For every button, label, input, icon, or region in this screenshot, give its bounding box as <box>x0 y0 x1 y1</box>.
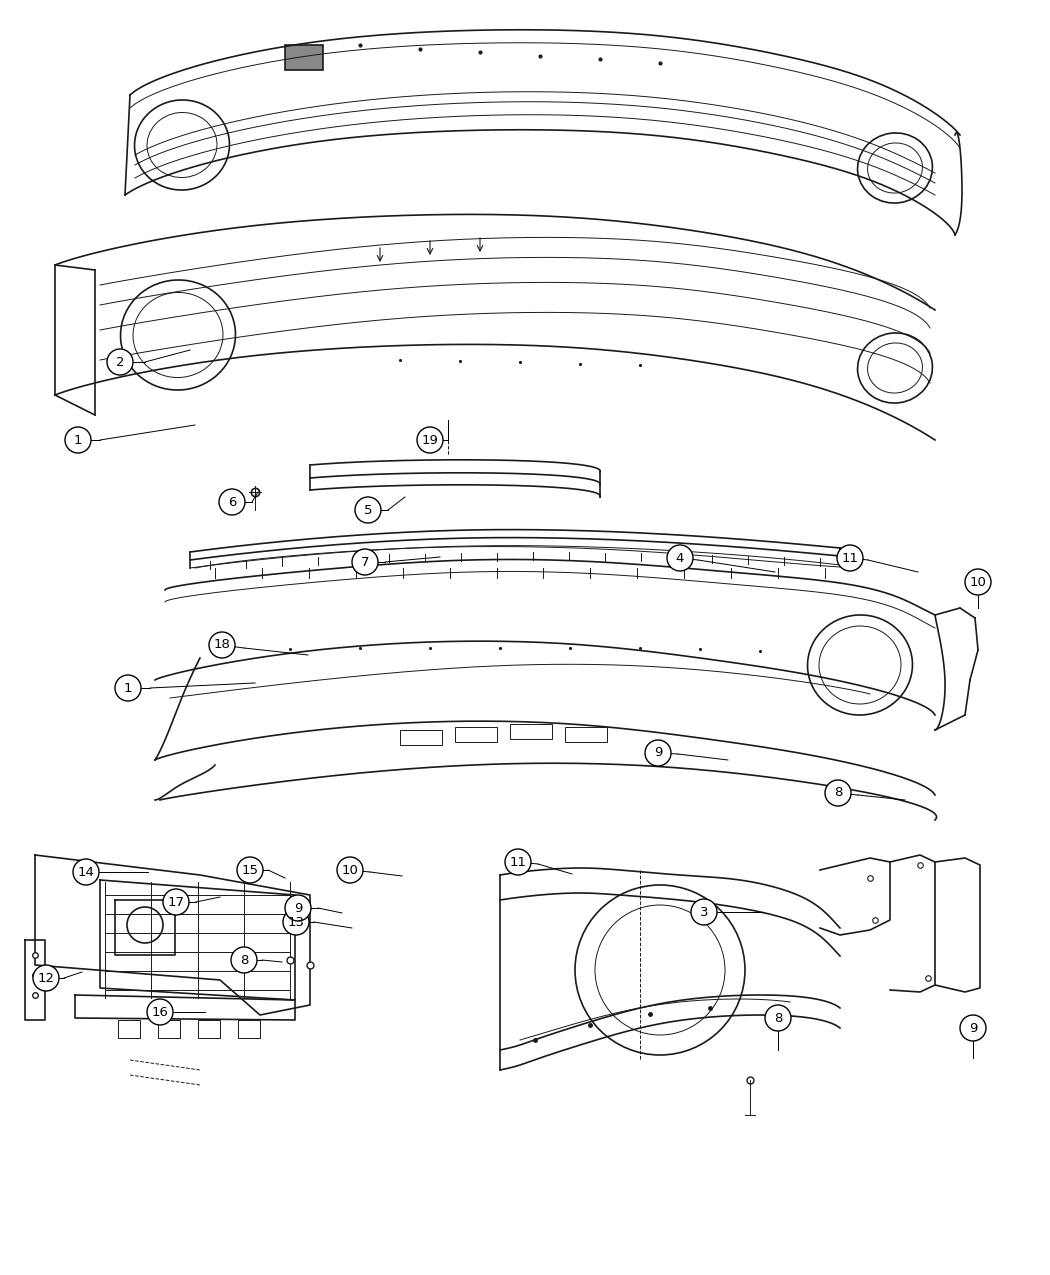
Text: 10: 10 <box>341 863 358 876</box>
Text: 8: 8 <box>239 954 248 966</box>
Circle shape <box>960 1015 986 1040</box>
Circle shape <box>965 569 991 595</box>
Text: 6: 6 <box>228 496 236 509</box>
Circle shape <box>284 909 309 935</box>
Circle shape <box>107 349 133 375</box>
Circle shape <box>667 544 693 571</box>
Circle shape <box>33 965 59 991</box>
Text: 3: 3 <box>699 905 709 918</box>
Text: 9: 9 <box>969 1021 978 1034</box>
Circle shape <box>691 899 717 924</box>
Text: 15: 15 <box>242 863 258 876</box>
FancyBboxPatch shape <box>285 45 323 70</box>
Text: 17: 17 <box>168 895 185 909</box>
Circle shape <box>285 895 311 921</box>
Text: 19: 19 <box>421 434 439 446</box>
Text: 5: 5 <box>363 504 373 516</box>
Circle shape <box>825 780 851 806</box>
Text: 7: 7 <box>361 556 370 569</box>
Circle shape <box>163 889 189 915</box>
Text: 13: 13 <box>288 915 304 928</box>
Text: 10: 10 <box>969 575 986 589</box>
Circle shape <box>337 857 363 884</box>
Text: 18: 18 <box>213 639 230 652</box>
Circle shape <box>352 550 378 575</box>
Circle shape <box>147 1000 173 1025</box>
Text: 11: 11 <box>841 552 859 565</box>
Text: 14: 14 <box>78 866 94 878</box>
Circle shape <box>505 849 531 875</box>
Circle shape <box>645 740 671 766</box>
Text: 11: 11 <box>509 856 526 868</box>
Circle shape <box>65 427 91 453</box>
Circle shape <box>355 497 381 523</box>
Text: 4: 4 <box>676 552 685 565</box>
Text: 8: 8 <box>774 1011 782 1025</box>
Circle shape <box>116 674 141 701</box>
Circle shape <box>765 1005 791 1031</box>
Text: 1: 1 <box>124 682 132 695</box>
Circle shape <box>837 544 863 571</box>
Circle shape <box>231 947 257 973</box>
Circle shape <box>209 632 235 658</box>
Circle shape <box>74 859 99 885</box>
Circle shape <box>219 490 245 515</box>
Text: 16: 16 <box>151 1006 168 1019</box>
Text: 9: 9 <box>654 746 663 760</box>
Circle shape <box>237 857 262 884</box>
Text: 2: 2 <box>116 356 124 368</box>
Text: 8: 8 <box>834 787 842 799</box>
Text: 12: 12 <box>38 972 55 984</box>
Circle shape <box>417 427 443 453</box>
Text: 1: 1 <box>74 434 82 446</box>
Text: 9: 9 <box>294 901 302 914</box>
